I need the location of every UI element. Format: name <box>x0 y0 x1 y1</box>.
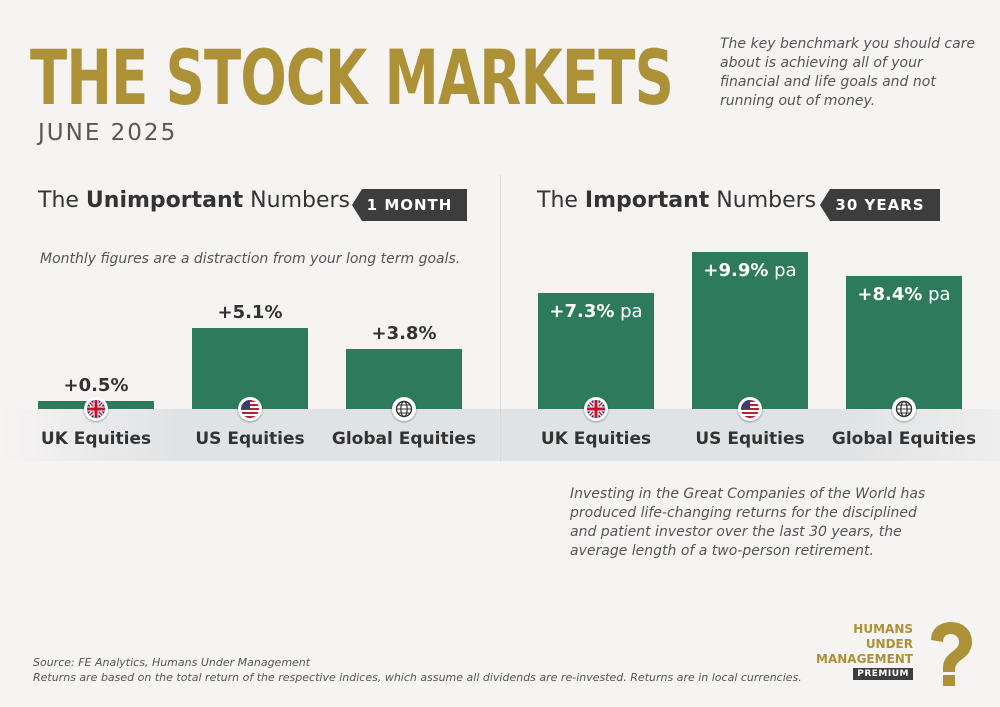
bar-global-equities <box>846 275 962 409</box>
right-heading-bold: Important <box>584 188 710 213</box>
data-label: +0.5% <box>63 375 129 396</box>
logo-premium-badge: PREMIUM <box>853 668 913 680</box>
category-label: Global Equities <box>831 429 977 449</box>
left-section-heading: The Unimportant Numbers <box>38 188 350 213</box>
data-label: +9.9% pa <box>692 260 808 281</box>
logo-line-1: HUMANS <box>853 622 913 636</box>
data-label: +7.3% pa <box>538 301 654 322</box>
left-note: Monthly figures are a distraction from y… <box>40 251 461 267</box>
us-flag-icon <box>238 397 262 421</box>
bar-us-equities <box>692 252 808 409</box>
logo-line-2: UNDER <box>865 637 913 651</box>
left-heading-bold: Unimportant <box>85 188 244 213</box>
data-label-suffix: pa <box>768 260 797 281</box>
page-subtitle: JUNE 2025 <box>38 120 178 146</box>
bar-us-equities <box>192 328 308 409</box>
globe-icon <box>392 397 416 421</box>
disclaimer-text: Returns are based on the total return of… <box>33 671 802 684</box>
globe-icon <box>892 397 916 421</box>
data-label-suffix: pa <box>922 283 951 305</box>
data-label: +3.8% <box>371 322 437 344</box>
page-title: THE STOCK MARKETS <box>30 33 674 123</box>
category-label: US Equities <box>695 429 805 449</box>
intro-text: The key benchmark you should care about … <box>720 36 976 109</box>
us-flag-icon <box>738 397 762 421</box>
logo-line-3: MANAGEMENT <box>816 652 913 666</box>
left-period-tag: 1 MONTH <box>352 189 467 221</box>
data-label-value: +7.3% <box>549 301 615 323</box>
uk-flag-icon <box>584 397 608 421</box>
question-head-icon <box>931 622 972 686</box>
data-label: +8.4% pa <box>846 284 962 305</box>
category-label: UK Equities <box>540 429 652 449</box>
bar-uk-equities <box>538 293 654 409</box>
data-label-value: +8.4% <box>857 283 923 305</box>
left-heading-post: Numbers <box>243 188 351 213</box>
category-label: UK Equities <box>40 429 152 449</box>
data-label-value: +9.9% <box>703 260 769 281</box>
data-label-suffix: pa <box>614 301 643 323</box>
left-heading-pre: The <box>38 188 86 213</box>
category-label: US Equities <box>195 429 305 449</box>
footer-source: Source: FE Analytics, Humans Under Manag… <box>33 655 802 685</box>
right-section-heading: The Important Numbers <box>537 188 816 213</box>
humans-under-management-logo: HUMANS UNDER MANAGEMENT PREMIUM <box>816 622 975 686</box>
data-label: +5.1% <box>217 302 283 323</box>
section-divider <box>500 175 501 462</box>
right-heading-pre: The <box>537 188 585 213</box>
category-label: Global Equities <box>331 429 477 449</box>
right-note: Investing in the Great Companies of the … <box>570 486 926 559</box>
right-heading-post: Numbers <box>709 188 817 213</box>
right-period-tag: 30 YEARS <box>820 189 940 221</box>
source-text: Source: FE Analytics, Humans Under Manag… <box>33 656 311 669</box>
uk-flag-icon <box>84 397 108 421</box>
